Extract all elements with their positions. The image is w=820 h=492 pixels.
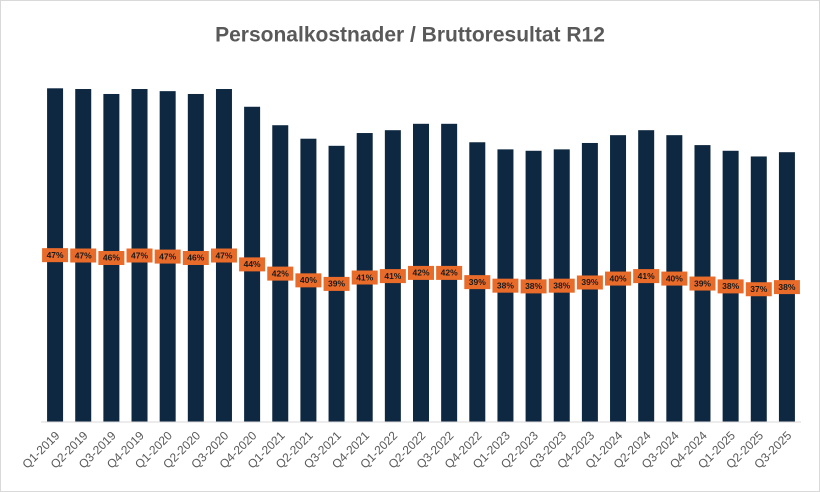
value-label-box (239, 257, 266, 272)
value-label-box (464, 275, 491, 290)
value-label: 38% (778, 282, 795, 292)
value-label: 47% (47, 250, 64, 260)
chart-title: Personalkostnader / Bruttoresultat R12 (215, 24, 605, 47)
value-label-box (210, 248, 237, 263)
value-label-box (70, 248, 97, 263)
value-label-box (689, 276, 716, 291)
value-label-box (154, 249, 181, 264)
value-label-box (745, 282, 772, 297)
value-label-box (773, 280, 800, 295)
value-label: 46% (187, 253, 204, 263)
value-label: 42% (412, 268, 429, 278)
value-label-box (408, 265, 434, 280)
value-label-box (661, 271, 688, 286)
value-label: 39% (469, 277, 486, 287)
value-label: 42% (441, 268, 458, 278)
value-label: 46% (103, 253, 120, 263)
value-label-box (267, 266, 294, 281)
value-label: 41% (638, 271, 655, 281)
value-label: 41% (356, 272, 373, 282)
value-label-box (295, 273, 322, 288)
value-label: 38% (525, 281, 542, 291)
value-label: 38% (553, 280, 570, 290)
value-label-box (182, 250, 209, 265)
value-label-box (520, 279, 547, 294)
value-label: 39% (328, 279, 345, 289)
value-label: 38% (497, 280, 514, 290)
value-label: 47% (75, 250, 92, 260)
value-label: 47% (215, 250, 232, 260)
value-label: 47% (159, 251, 176, 261)
value-label: 39% (581, 277, 598, 287)
value-label-box (126, 248, 153, 263)
value-label: 47% (131, 250, 148, 260)
value-label-box (548, 278, 575, 293)
value-label-box (492, 278, 519, 293)
value-label-box (42, 248, 69, 263)
value-label: 37% (750, 284, 767, 294)
value-label: 44% (244, 259, 261, 269)
value-label-box (576, 275, 603, 290)
value-label-box (436, 265, 463, 280)
value-label: 40% (300, 275, 317, 285)
value-label: 41% (384, 271, 401, 281)
value-label: 40% (666, 273, 683, 283)
value-label: 38% (722, 281, 739, 291)
value-label-box (379, 269, 406, 284)
value-label-box (323, 276, 350, 291)
value-label-box (717, 279, 744, 294)
value-label: 42% (272, 268, 289, 278)
value-label-box (351, 270, 378, 285)
value-label-box (605, 271, 632, 286)
value-label: 39% (694, 278, 711, 288)
value-label: 40% (610, 273, 627, 283)
value-label-box (98, 250, 125, 265)
value-label-box (633, 269, 660, 284)
